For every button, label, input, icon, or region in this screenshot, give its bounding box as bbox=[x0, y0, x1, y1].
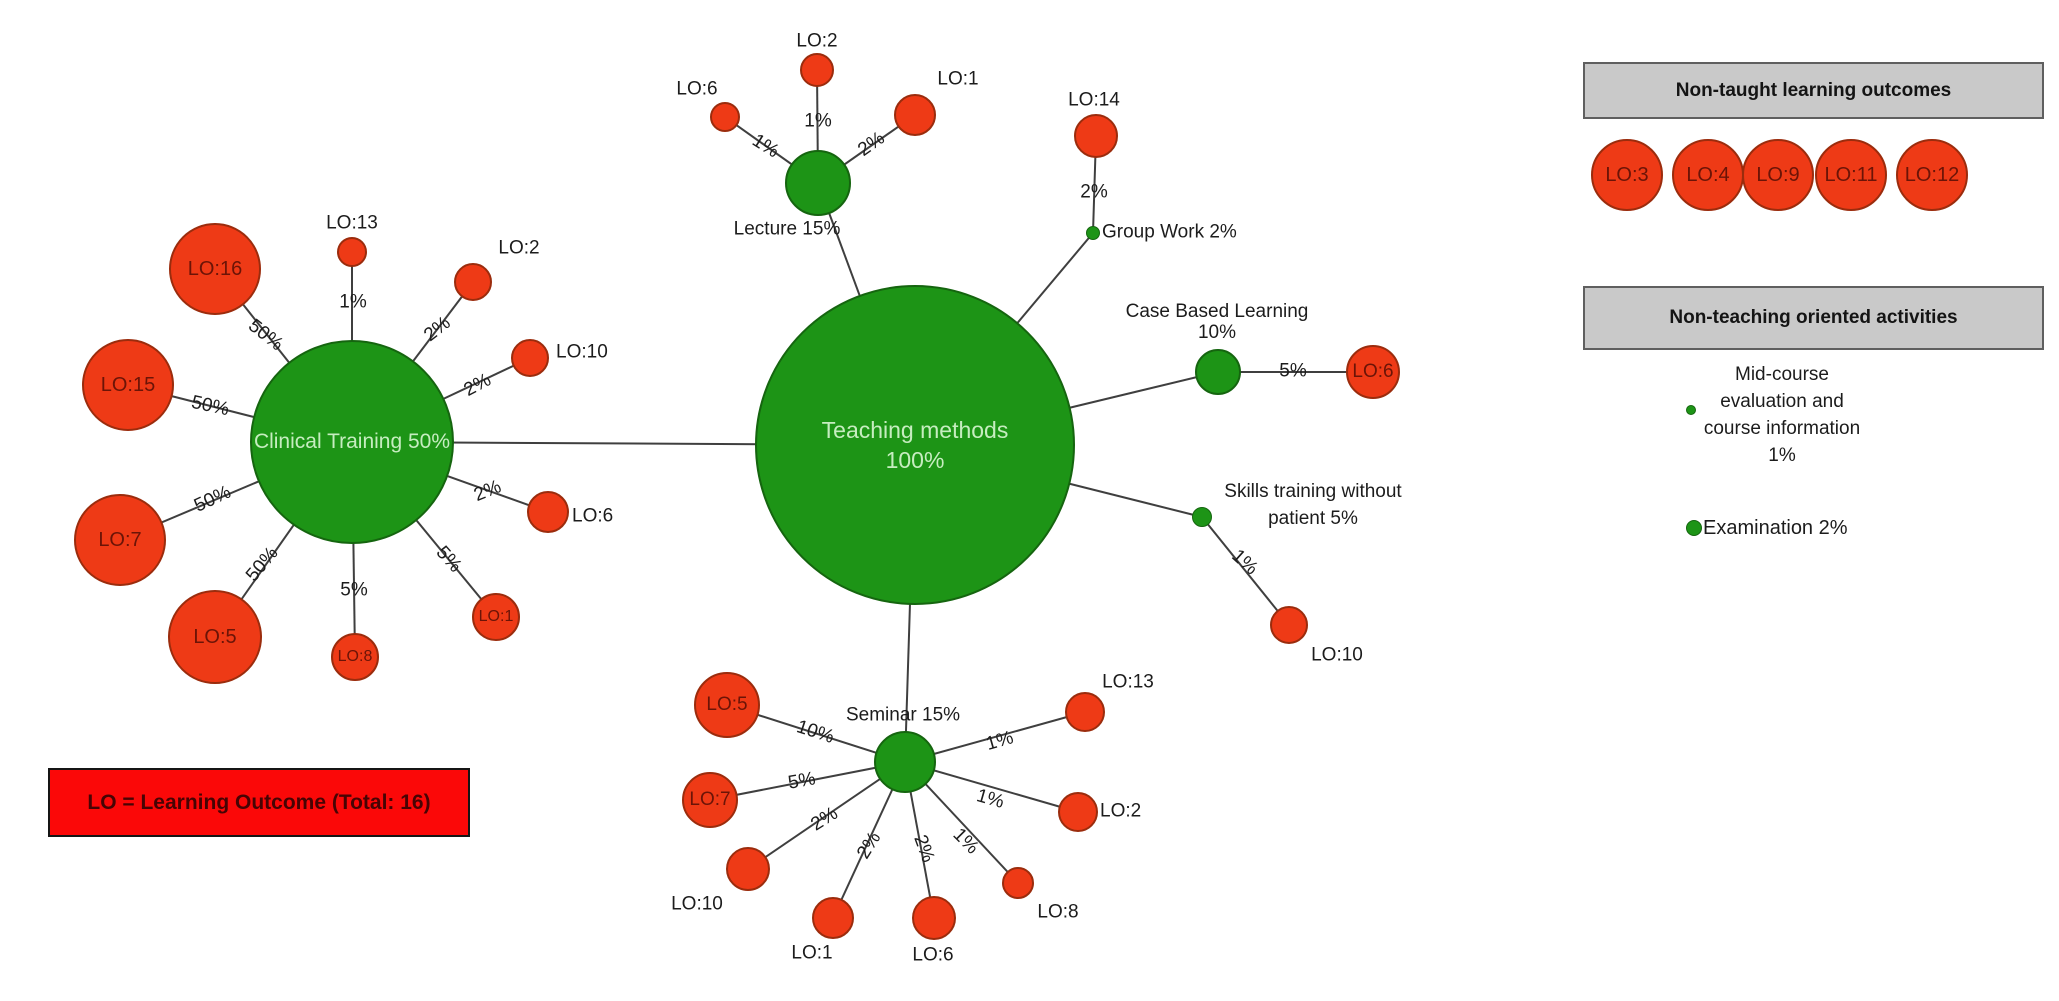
nontaught-lo12-node: LO:12 bbox=[1896, 139, 1968, 211]
skills-training-label: Skills training without patient 5% bbox=[1224, 478, 1401, 532]
mid-course-line2: evaluation and bbox=[1720, 391, 1844, 412]
seminar-lo7-label: LO:7 bbox=[689, 789, 731, 810]
clinical-lo16-label: LO:16 bbox=[187, 257, 243, 280]
clinical-lo8-label: LO:8 bbox=[337, 648, 373, 665]
skills-line2: patient 5% bbox=[1268, 508, 1358, 529]
groupwork-lo14-node bbox=[1074, 114, 1118, 158]
casebased-lo6-pct: 5% bbox=[1279, 360, 1307, 382]
clinical-lo5-label: LO:5 bbox=[193, 625, 237, 648]
nontaught-lo3-node: LO:3 bbox=[1591, 139, 1663, 211]
clinical-training-node: Clinical Training 50% bbox=[250, 340, 454, 544]
mid-course-dot bbox=[1686, 405, 1696, 415]
mid-course-line1: Mid-course bbox=[1735, 364, 1829, 385]
clinical-lo13-outlabel: LO:13 bbox=[326, 212, 378, 234]
lecture-lo6-outlabel: LO:6 bbox=[676, 78, 718, 100]
clinical-lo15-node: LO:15 bbox=[82, 339, 174, 431]
seminar-lo13-outlabel: LO:13 bbox=[1102, 671, 1154, 693]
skills-line1: Skills training without bbox=[1224, 481, 1402, 502]
legend-label: LO = Learning Outcome (Total: 16) bbox=[87, 790, 431, 814]
clinical-lo6-outlabel: LO:6 bbox=[572, 505, 614, 527]
non-taught-header: Non-taught learning outcomes bbox=[1583, 62, 2044, 119]
clinical-lo1-label: LO:1 bbox=[478, 608, 514, 625]
skills-lo10-node bbox=[1270, 606, 1308, 644]
seminar-lo1-node bbox=[812, 897, 854, 939]
seminar-lo1-outlabel: LO:1 bbox=[791, 942, 833, 964]
mid-course-line4: 1% bbox=[1768, 445, 1796, 466]
edge-skills-lo10 bbox=[1201, 516, 1290, 626]
clinical-lo13-node bbox=[337, 237, 367, 267]
group-work-dot bbox=[1086, 226, 1100, 240]
case-based-title: Case Based Learning bbox=[1125, 301, 1309, 323]
lecture-lo2-outlabel: LO:2 bbox=[796, 30, 838, 52]
lecture-lo2-node bbox=[800, 53, 834, 87]
skills-lo10-outlabel: LO:10 bbox=[1311, 644, 1363, 666]
clinical-lo2-node bbox=[454, 263, 492, 301]
clinical-lo10-outlabel: LO:10 bbox=[556, 341, 608, 363]
non-taught-title: Non-taught learning outcomes bbox=[1675, 79, 1952, 101]
case-based-learning-node bbox=[1195, 349, 1241, 395]
clinical-lo8-node: LO:8 bbox=[331, 633, 379, 681]
casebased-lo6-node: LO:6 bbox=[1346, 345, 1400, 399]
seminar-lo2-node bbox=[1058, 792, 1098, 832]
teaching-methods-node: Teaching methods 100% bbox=[755, 285, 1075, 605]
clinical-lo5-node: LO:5 bbox=[168, 590, 262, 684]
teaching-methods-label: Teaching methods 100% bbox=[821, 417, 1009, 473]
seminar-lo6-outlabel: LO:6 bbox=[912, 944, 954, 966]
nontaught-lo3-label: LO:3 bbox=[1605, 163, 1649, 186]
seminar-lo5-node: LO:5 bbox=[694, 672, 760, 738]
clinical-lo15-label: LO:15 bbox=[100, 373, 156, 396]
clinical-lo13-pct: 1% bbox=[339, 291, 367, 313]
seminar-lo10-outlabel: LO:10 bbox=[671, 893, 723, 915]
non-teaching-title: Non-teaching oriented activities bbox=[1669, 307, 1958, 328]
clinical-lo7-label: LO:7 bbox=[98, 528, 142, 551]
lecture-label: Lecture 15% bbox=[733, 218, 841, 240]
nontaught-lo11-node: LO:11 bbox=[1815, 139, 1887, 211]
lecture-node bbox=[785, 150, 851, 216]
seminar-lo6-node bbox=[912, 896, 956, 940]
clinical-lo10-node bbox=[511, 339, 549, 377]
seminar-lo13-node bbox=[1065, 692, 1105, 732]
seminar-lo2-outlabel: LO:2 bbox=[1100, 800, 1142, 822]
nontaught-lo9-label: LO:9 bbox=[1756, 163, 1800, 186]
skills-training-dot bbox=[1192, 507, 1212, 527]
clinical-lo7-node: LO:7 bbox=[74, 494, 166, 586]
clinical-lo16-node: LO:16 bbox=[169, 223, 261, 315]
groupwork-lo14-outlabel: LO:14 bbox=[1068, 89, 1120, 111]
seminar-lo8-node bbox=[1002, 867, 1034, 899]
lecture-lo2-pct: 1% bbox=[804, 110, 832, 132]
mid-course-line3: course information bbox=[1703, 418, 1861, 439]
groupwork-lo14-pct: 2% bbox=[1080, 181, 1108, 203]
legend-box: LO = Learning Outcome (Total: 16) bbox=[48, 768, 470, 837]
non-teaching-header: Non-teaching oriented activities bbox=[1583, 286, 2044, 350]
seminar-lo5-label: LO:5 bbox=[706, 694, 748, 715]
examination-dot bbox=[1686, 520, 1702, 536]
seminar-lo10-node bbox=[726, 847, 770, 891]
examination-label: Examination 2% bbox=[1703, 517, 1848, 539]
seminar-lo7-node: LO:7 bbox=[682, 772, 738, 828]
group-work-label: Group Work 2% bbox=[1102, 221, 1237, 243]
seminar-node bbox=[874, 731, 936, 793]
clinical-lo1-node: LO:1 bbox=[472, 593, 520, 641]
seminar-lo8-outlabel: LO:8 bbox=[1037, 901, 1079, 923]
nontaught-lo9-node: LO:9 bbox=[1742, 139, 1814, 211]
nontaught-lo4-node: LO:4 bbox=[1672, 139, 1744, 211]
clinical-lo2-outlabel: LO:2 bbox=[498, 237, 540, 259]
nontaught-lo12-label: LO:12 bbox=[1904, 163, 1960, 186]
lecture-lo1-outlabel: LO:1 bbox=[937, 68, 979, 90]
clinical-lo8-pct: 5% bbox=[340, 579, 368, 601]
lecture-lo1-node bbox=[894, 94, 936, 136]
edge-seminar-lo7 bbox=[709, 761, 906, 801]
case-based-pct: 10% bbox=[1197, 322, 1237, 343]
lecture-lo6-node bbox=[710, 102, 740, 132]
casebased-lo6-label: LO:6 bbox=[1352, 361, 1394, 382]
clinical-lo6-node bbox=[527, 491, 569, 533]
seminar-label: Seminar 15% bbox=[845, 704, 961, 726]
clinical-training-label: Clinical Training 50% bbox=[253, 430, 451, 453]
mid-course-label: Mid-course evaluation and course informa… bbox=[1704, 361, 1860, 469]
nontaught-lo11-label: LO:11 bbox=[1824, 163, 1878, 186]
case-based-label: Case Based Learning 10% bbox=[1125, 301, 1309, 344]
nontaught-lo4-label: LO:4 bbox=[1686, 163, 1730, 186]
